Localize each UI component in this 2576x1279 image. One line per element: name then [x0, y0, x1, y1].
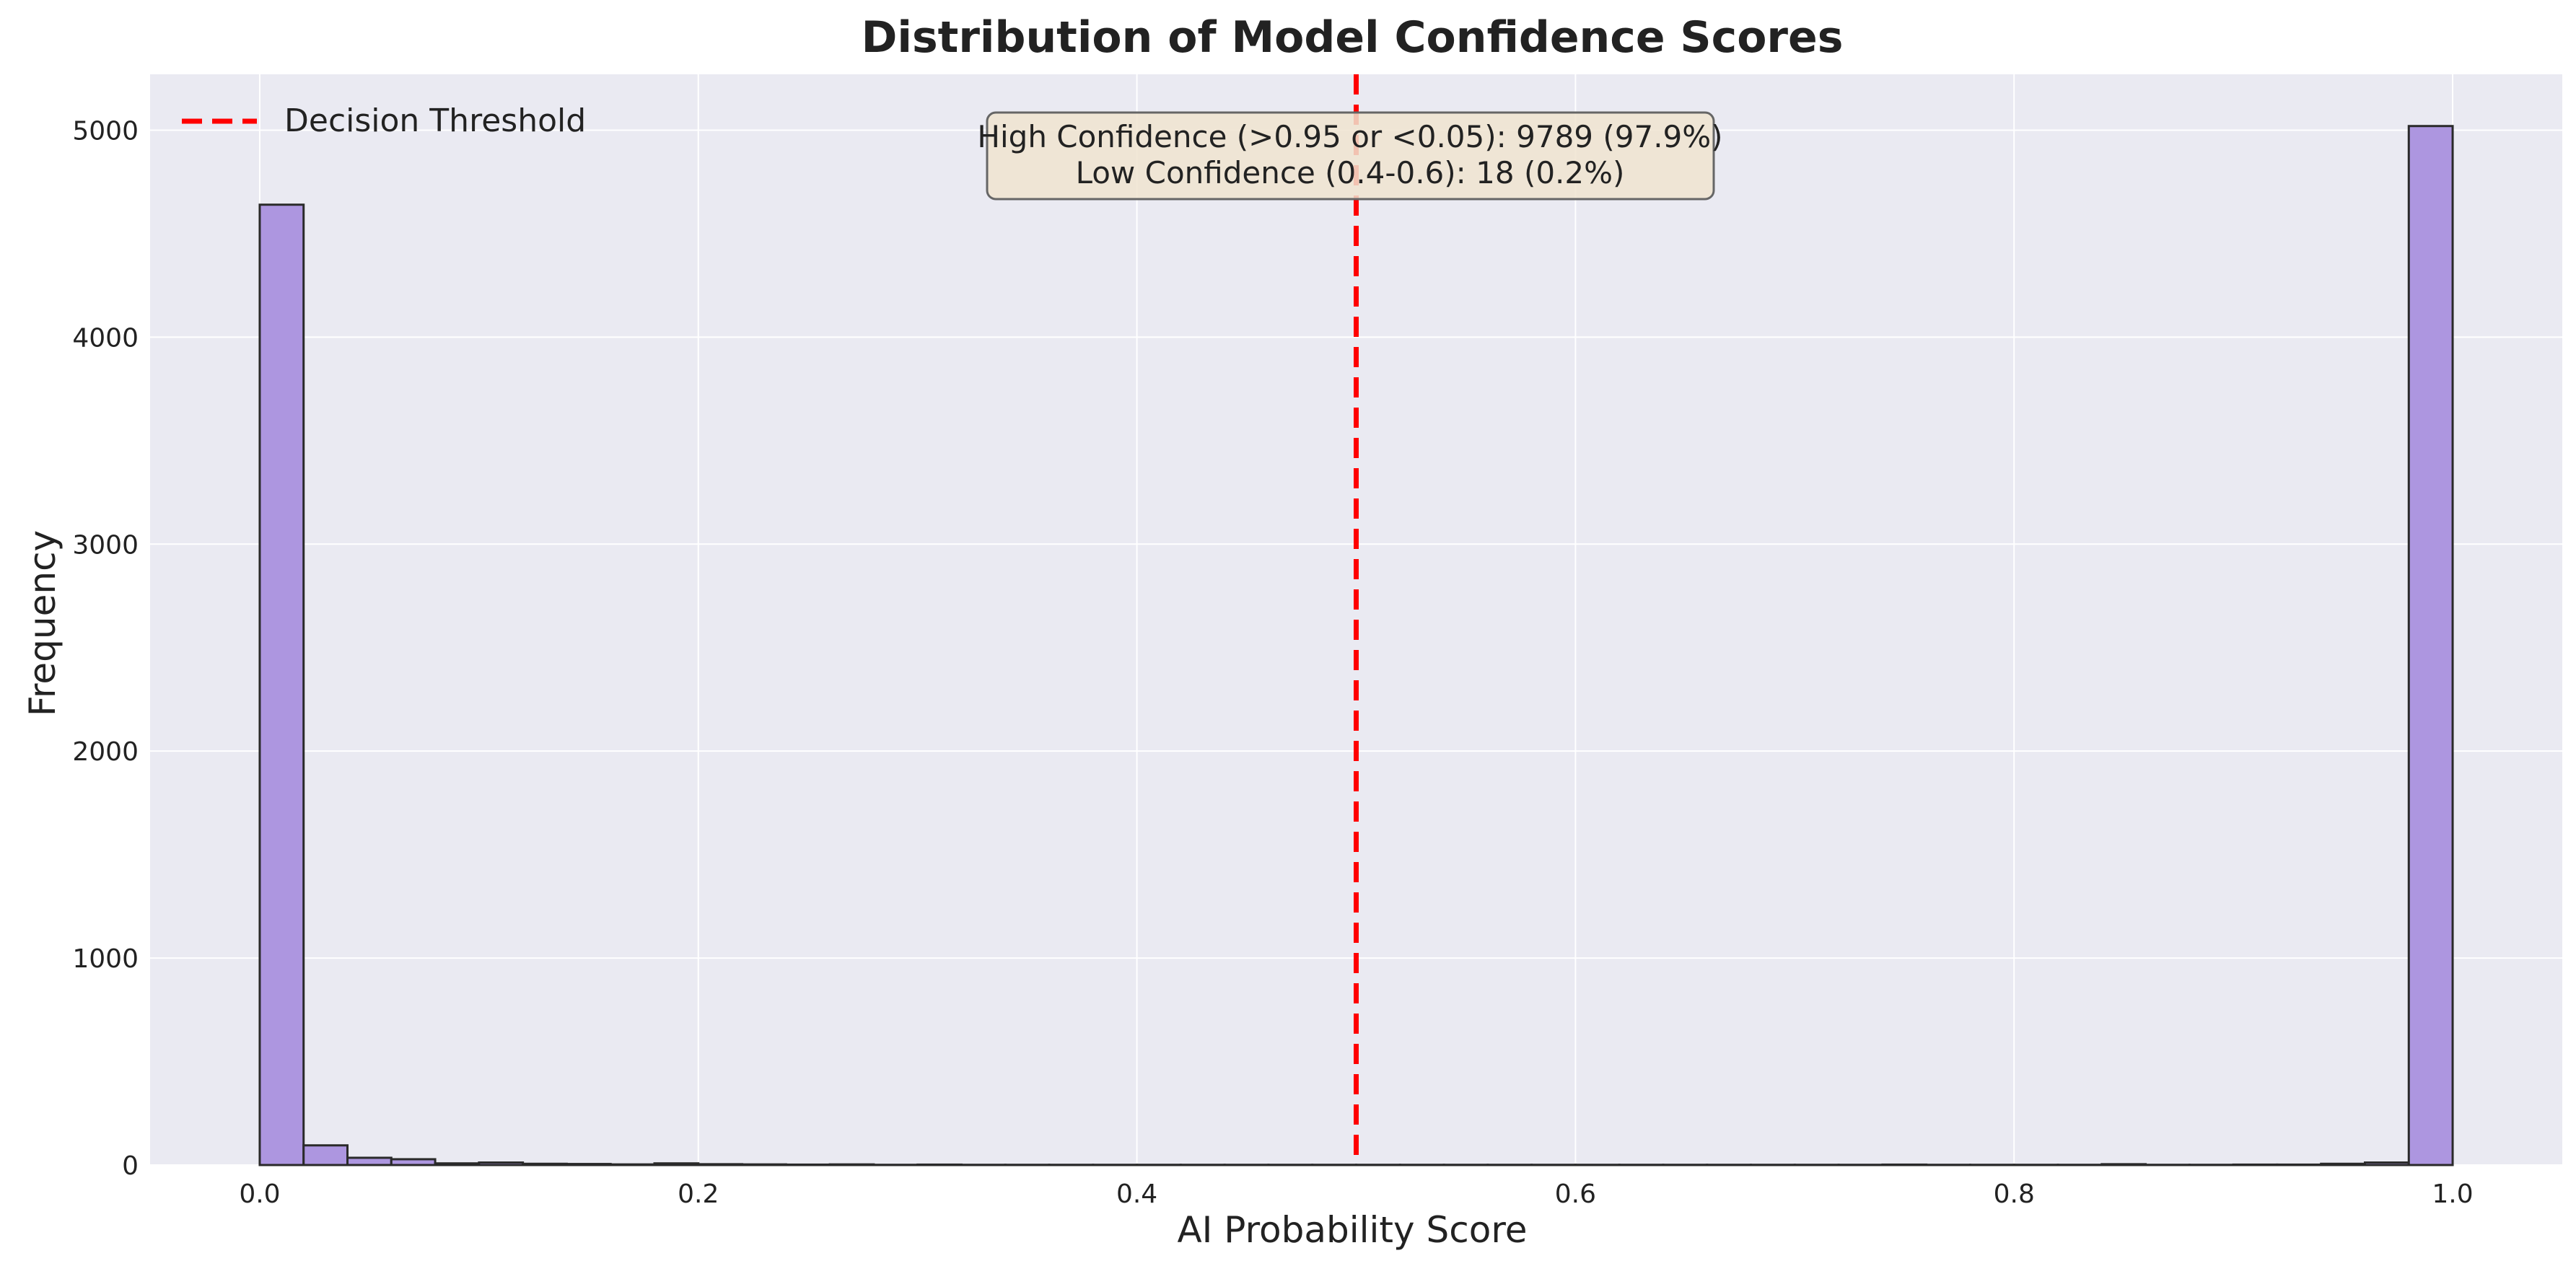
histogram-bar — [304, 1146, 348, 1165]
histogram-bar — [435, 1164, 479, 1165]
x-tick-label: 0.2 — [678, 1179, 719, 1209]
y-tick-label: 1000 — [72, 944, 139, 974]
histogram-bar — [786, 1164, 830, 1165]
histogram-bar — [2102, 1164, 2146, 1165]
histogram-bar — [610, 1164, 654, 1165]
annotation-low-confidence: Low Confidence (0.4-0.6): 18 (0.2%) — [1076, 155, 1625, 190]
histogram-bar — [918, 1164, 962, 1165]
histogram-bar — [348, 1158, 392, 1165]
histogram-bar — [2277, 1164, 2321, 1165]
histogram-bar — [2233, 1164, 2277, 1165]
histogram-bar — [479, 1163, 523, 1165]
y-tick-label: 5000 — [72, 116, 139, 146]
y-tick-label: 3000 — [72, 530, 139, 560]
y-tick-label: 2000 — [72, 737, 139, 767]
y-tick-label: 4000 — [72, 323, 139, 353]
x-tick-label: 0.8 — [1994, 1179, 2035, 1209]
histogram-bar — [742, 1164, 787, 1165]
y-tick-label: 0 — [122, 1151, 139, 1181]
histogram-bar — [391, 1159, 435, 1165]
histogram-bar — [2321, 1164, 2365, 1165]
histogram-bar — [698, 1164, 742, 1165]
histogram-bar — [260, 205, 304, 1165]
histogram-bar — [830, 1164, 874, 1165]
histogram-bar — [654, 1164, 698, 1165]
x-axis-label: AI Probability Score — [1177, 1209, 1527, 1251]
y-axis-label: Frequency — [22, 530, 63, 716]
histogram-bar — [566, 1164, 610, 1165]
x-tick-label: 0.6 — [1555, 1179, 1596, 1209]
x-tick-label: 0.0 — [239, 1179, 280, 1209]
confidence-annotation: High Confidence (>0.95 or <0.05): 9789 (… — [977, 113, 1722, 199]
histogram-bar — [523, 1164, 567, 1165]
chart-title: Distribution of Model Confidence Scores — [862, 12, 1844, 63]
histogram-bar — [2365, 1163, 2409, 1165]
x-tick-label: 1.0 — [2432, 1179, 2473, 1209]
annotation-high-confidence: High Confidence (>0.95 or <0.05): 9789 (… — [977, 119, 1722, 154]
histogram-bar — [1883, 1164, 1927, 1165]
legend-threshold-label: Decision Threshold — [284, 102, 586, 139]
histogram-bar — [2409, 126, 2453, 1165]
x-tick-label: 0.4 — [1116, 1179, 1157, 1209]
